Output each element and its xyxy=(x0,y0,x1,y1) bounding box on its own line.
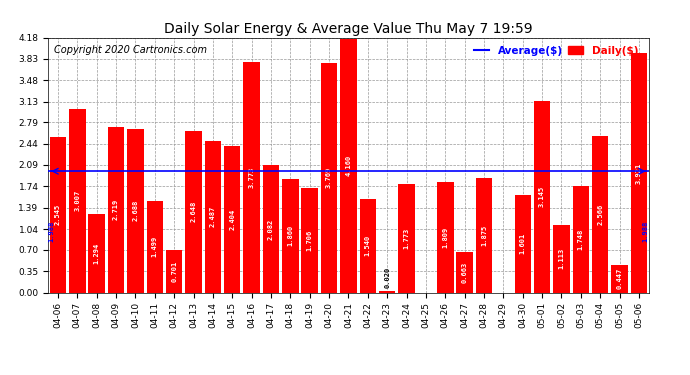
Text: 2.566: 2.566 xyxy=(597,204,603,225)
Text: 1.860: 1.860 xyxy=(287,225,293,246)
Text: 0.663: 0.663 xyxy=(462,262,468,283)
Bar xyxy=(359,198,376,292)
Text: 1.601: 1.601 xyxy=(520,233,526,254)
Text: 1.294: 1.294 xyxy=(94,242,100,264)
Bar xyxy=(515,195,531,292)
Text: 1.809: 1.809 xyxy=(442,227,448,248)
Text: 2.082: 2.082 xyxy=(268,218,274,240)
Text: 0.701: 0.701 xyxy=(171,261,177,282)
Text: 1.706: 1.706 xyxy=(307,230,313,251)
Bar xyxy=(340,39,357,292)
Bar xyxy=(592,136,609,292)
Text: 2.404: 2.404 xyxy=(229,209,235,230)
Bar xyxy=(166,250,182,292)
Bar xyxy=(69,109,86,292)
Text: 1.988: 1.988 xyxy=(48,221,55,243)
Bar xyxy=(631,53,647,292)
Bar xyxy=(398,184,415,292)
Text: 3.773: 3.773 xyxy=(248,167,255,188)
Bar xyxy=(379,291,395,292)
Bar xyxy=(50,137,66,292)
Text: 3.921: 3.921 xyxy=(636,162,642,183)
Bar xyxy=(263,165,279,292)
Bar xyxy=(108,127,124,292)
Legend: Average($), Daily($): Average($), Daily($) xyxy=(471,44,640,58)
Bar xyxy=(553,225,570,292)
Text: 3.007: 3.007 xyxy=(75,190,80,211)
Text: 1.748: 1.748 xyxy=(578,228,584,250)
Bar xyxy=(476,178,492,292)
Bar xyxy=(186,131,201,292)
Text: 1.540: 1.540 xyxy=(365,235,371,256)
Text: 1.875: 1.875 xyxy=(481,225,487,246)
Text: Copyright 2020 Cartronics.com: Copyright 2020 Cartronics.com xyxy=(55,45,207,55)
Text: 2.719: 2.719 xyxy=(113,199,119,220)
Bar xyxy=(302,188,318,292)
Text: 1.988: 1.988 xyxy=(642,221,649,243)
Bar xyxy=(205,141,221,292)
Text: 1.499: 1.499 xyxy=(152,236,158,257)
Bar xyxy=(127,129,144,292)
Bar xyxy=(573,186,589,292)
Bar xyxy=(244,62,260,292)
Text: 2.487: 2.487 xyxy=(210,206,216,227)
Text: 0.447: 0.447 xyxy=(617,268,622,290)
Bar xyxy=(456,252,473,292)
Text: 2.545: 2.545 xyxy=(55,204,61,225)
Text: 1.113: 1.113 xyxy=(558,248,564,269)
Bar xyxy=(224,146,241,292)
Bar xyxy=(282,179,299,292)
Text: 1.773: 1.773 xyxy=(404,228,410,249)
Text: 3.145: 3.145 xyxy=(539,186,545,207)
Bar xyxy=(321,63,337,292)
Text: 3.769: 3.769 xyxy=(326,167,332,188)
Bar xyxy=(437,182,453,292)
Text: 4.160: 4.160 xyxy=(346,155,351,176)
Bar xyxy=(534,100,551,292)
Bar xyxy=(611,265,628,292)
Title: Daily Solar Energy & Average Value Thu May 7 19:59: Daily Solar Energy & Average Value Thu M… xyxy=(164,22,533,36)
Bar xyxy=(146,201,163,292)
Bar xyxy=(88,213,105,292)
Text: 2.648: 2.648 xyxy=(190,201,197,222)
Text: 2.688: 2.688 xyxy=(132,200,139,221)
Text: 0.020: 0.020 xyxy=(384,267,390,288)
